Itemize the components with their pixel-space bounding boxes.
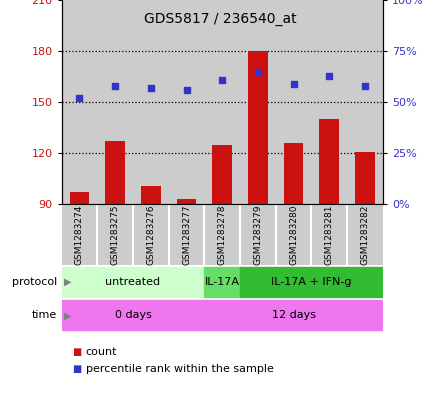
Bar — [240, 0, 276, 204]
Bar — [97, 0, 133, 204]
Bar — [62, 300, 204, 331]
Point — [76, 95, 83, 101]
Bar — [204, 267, 240, 297]
Bar — [177, 199, 196, 204]
Point — [290, 81, 297, 87]
Text: GSM1283279: GSM1283279 — [253, 205, 262, 265]
Text: GSM1283274: GSM1283274 — [75, 205, 84, 265]
Text: GSM1283282: GSM1283282 — [360, 205, 370, 265]
Text: ■: ■ — [73, 347, 82, 357]
Point — [219, 77, 226, 83]
Bar — [213, 145, 232, 204]
Text: GSM1283281: GSM1283281 — [325, 205, 334, 265]
Bar — [141, 185, 161, 204]
Bar — [312, 204, 347, 265]
Bar — [62, 267, 204, 297]
Bar — [355, 152, 375, 204]
Bar — [347, 0, 383, 204]
Text: GSM1283277: GSM1283277 — [182, 205, 191, 265]
Point — [326, 72, 333, 79]
Text: IL-17A + IFN-g: IL-17A + IFN-g — [271, 277, 352, 287]
Bar — [248, 51, 268, 204]
Bar — [97, 204, 133, 265]
Point — [254, 68, 261, 75]
Text: time: time — [32, 310, 57, 320]
Text: protocol: protocol — [12, 277, 57, 287]
Bar — [62, 204, 97, 265]
Bar — [204, 300, 383, 331]
Bar — [312, 0, 347, 204]
Bar — [133, 0, 169, 204]
Text: ▶: ▶ — [64, 277, 71, 287]
Bar — [169, 0, 204, 204]
Point — [361, 83, 368, 89]
Text: IL-17A: IL-17A — [205, 277, 240, 287]
Text: GSM1283278: GSM1283278 — [218, 205, 227, 265]
Bar — [105, 141, 125, 204]
Text: 12 days: 12 days — [271, 310, 315, 320]
Bar — [276, 204, 312, 265]
Text: ▶: ▶ — [64, 310, 71, 320]
Point — [112, 83, 119, 89]
Point — [147, 85, 154, 91]
Text: GSM1283275: GSM1283275 — [110, 205, 120, 265]
Text: untreated: untreated — [106, 277, 161, 287]
Bar — [347, 204, 383, 265]
Bar — [204, 204, 240, 265]
Bar — [319, 119, 339, 204]
Bar — [240, 204, 276, 265]
Bar — [133, 204, 169, 265]
Bar — [62, 0, 97, 204]
Text: count: count — [86, 347, 117, 357]
Point — [183, 87, 190, 93]
Text: percentile rank within the sample: percentile rank within the sample — [86, 364, 274, 375]
Bar — [169, 204, 204, 265]
Bar — [240, 267, 383, 297]
Text: ■: ■ — [73, 364, 82, 375]
Bar — [284, 143, 304, 204]
Text: GSM1283280: GSM1283280 — [289, 205, 298, 265]
Bar — [204, 0, 240, 204]
Bar — [276, 0, 312, 204]
Text: 0 days: 0 days — [114, 310, 151, 320]
Bar — [70, 193, 89, 204]
Text: GDS5817 / 236540_at: GDS5817 / 236540_at — [144, 12, 296, 26]
Text: GSM1283276: GSM1283276 — [147, 205, 155, 265]
